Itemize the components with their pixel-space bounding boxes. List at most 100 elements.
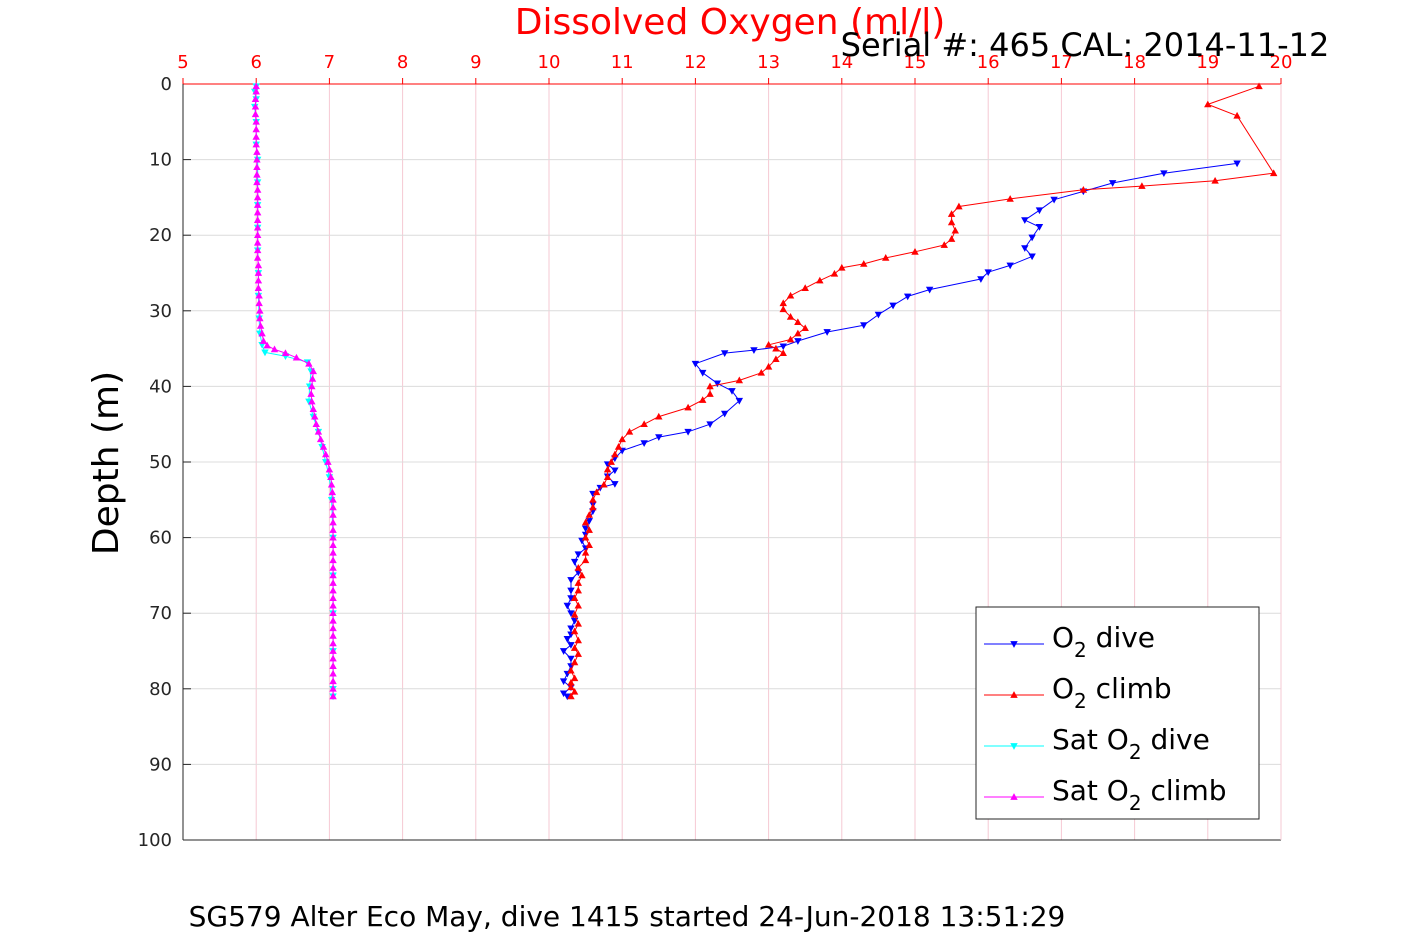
data-point: [772, 355, 780, 363]
data-point: [1160, 170, 1168, 178]
data-point: [254, 269, 263, 276]
data-point: [955, 202, 963, 210]
data-point: [570, 688, 579, 695]
legend-swatch-marker: [1010, 691, 1018, 698]
data-point: [329, 632, 337, 639]
data-point: [801, 284, 809, 291]
data-point: [567, 587, 575, 595]
data-point: [253, 231, 262, 239]
data-point: [585, 511, 593, 518]
x-tick-label: 15: [904, 52, 927, 73]
data-point: [252, 125, 260, 133]
x-tick-label: 18: [1123, 52, 1146, 73]
data-point: [307, 390, 315, 397]
data-point: [699, 396, 707, 403]
data-point: [329, 669, 337, 677]
x-tick-label: 20: [1270, 52, 1293, 73]
data-point: [618, 435, 626, 443]
data-point: [258, 329, 266, 337]
data-point: [574, 601, 582, 609]
data-point: [328, 488, 337, 496]
data-point: [329, 548, 337, 556]
data-point: [830, 269, 839, 277]
data-point: [281, 349, 290, 356]
data-point: [581, 533, 590, 541]
data-point: [570, 674, 579, 682]
data-point: [1050, 196, 1058, 204]
data-point: [1006, 195, 1014, 202]
data-point: [1233, 111, 1241, 119]
data-point: [611, 450, 619, 458]
data-point: [1079, 186, 1088, 193]
data-point: [327, 480, 336, 488]
chart-caption: SG579 Alter Eco May, dive 1415 started 2…: [189, 900, 1066, 933]
data-point: [253, 216, 262, 223]
data-point: [581, 518, 590, 526]
data-point: [567, 678, 575, 686]
data-point: [614, 443, 623, 450]
data-point: [570, 558, 579, 566]
data-point: [292, 353, 301, 361]
data-point: [253, 163, 261, 171]
legend-label: Sat O2 dive: [1052, 723, 1210, 764]
legend-label: Sat O2 climb: [1052, 774, 1227, 815]
data-point: [570, 627, 579, 635]
data-point: [625, 427, 634, 435]
axes: 5 6 7 8 9 10 11 12 13 14 15 16 17 18 19 20 0 10 20 30 40 50 60…: [138, 52, 1293, 851]
data-point: [581, 556, 590, 564]
y-tick-label: 60: [149, 528, 172, 549]
data-point: [706, 382, 714, 390]
data-point: [308, 382, 316, 390]
data-point: [1138, 182, 1146, 189]
data-point: [263, 341, 271, 349]
legend-item-climb: O2 climb: [984, 672, 1172, 713]
data-point: [311, 412, 319, 420]
data-point: [592, 488, 601, 496]
data-point: [567, 610, 575, 618]
data-point: [329, 609, 337, 617]
x-tick-label: 8: [397, 52, 408, 73]
data-point: [1035, 207, 1044, 215]
data-point: [779, 349, 787, 356]
data-point: [585, 541, 593, 549]
data-point: [253, 223, 262, 231]
legend-label: O2 climb: [1052, 672, 1172, 713]
data-point: [570, 594, 579, 601]
data-point: [329, 624, 337, 632]
data-point: [779, 305, 787, 313]
legend: O2 dive O2 climb Sat O2 dive Sat O2 climb: [975, 606, 1260, 820]
data-point: [314, 427, 323, 435]
data-point: [640, 420, 648, 428]
data-point: [947, 210, 956, 217]
y-tick-label: 10: [149, 150, 172, 171]
data-point: [757, 368, 765, 376]
data-point: [567, 625, 575, 633]
x-tick-label: 11: [611, 52, 634, 73]
legend-label: O2 dive: [1052, 621, 1155, 662]
data-point: [574, 564, 582, 571]
data-point: [305, 359, 313, 367]
data-point: [735, 397, 744, 405]
legend-item-dive: O2 dive: [984, 621, 1155, 662]
data-point: [329, 586, 337, 594]
data-point: [1006, 262, 1014, 270]
data-point: [329, 647, 337, 654]
x-tick-label: 9: [470, 52, 481, 73]
data-point: [329, 616, 337, 624]
data-point: [567, 642, 575, 649]
y-tick-label: 30: [149, 301, 172, 322]
data-point: [1028, 234, 1036, 242]
data-point: [567, 683, 575, 691]
data-point: [252, 87, 260, 95]
y-tick-label: 50: [149, 452, 172, 473]
data-point: [578, 571, 586, 579]
data-point: [251, 102, 260, 110]
data-point: [255, 291, 263, 299]
data-point: [728, 388, 736, 395]
series-climb: [567, 82, 1278, 700]
data-point: [574, 551, 582, 559]
data-point: [567, 577, 575, 584]
data-point: [603, 473, 612, 480]
data-point: [779, 299, 787, 307]
